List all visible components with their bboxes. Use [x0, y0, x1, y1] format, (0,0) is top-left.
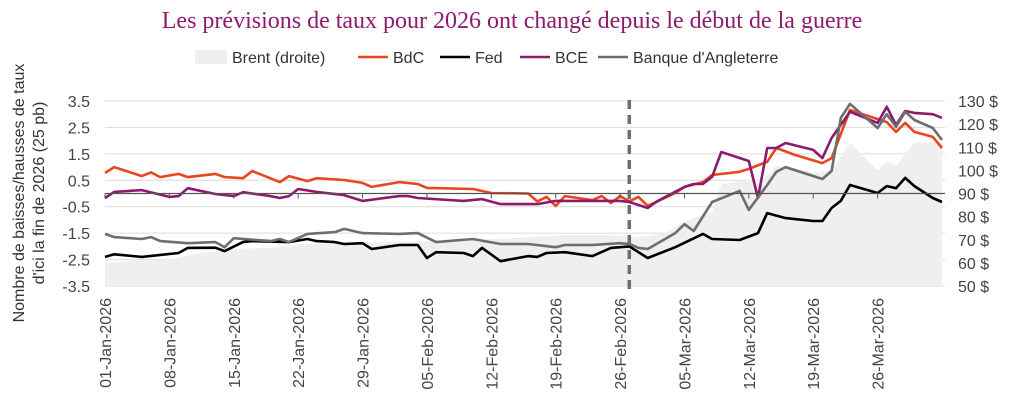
y2-tick-label: 100 $ [958, 163, 998, 180]
y-tick-label: -3.5 [62, 279, 90, 296]
brent-area-shape [105, 142, 942, 286]
x-tick-label: 08-Jan-2026 [162, 298, 179, 388]
x-tick-label: 05-Mar-2026 [677, 298, 694, 390]
x-tick-label: 12-Mar-2026 [742, 298, 759, 390]
y2-tick-label: 50 $ [958, 279, 989, 296]
y-tick-label: 3.5 [68, 94, 90, 111]
x-tick-label: 26-Feb-2026 [613, 298, 630, 390]
y-tick-label: 2.5 [68, 120, 90, 137]
legend-label: BdC [393, 50, 424, 67]
x-tick-label: 19-Mar-2026 [806, 298, 823, 390]
y-axis-label-line-2: d'ici la fin de 2026 (25 pb) [31, 102, 48, 285]
y2-tick-label: 130 $ [958, 94, 998, 111]
x-tick-label: 19-Feb-2026 [549, 298, 566, 390]
x-tick-label: 29-Jan-2026 [356, 298, 373, 388]
y-tick-label: -2.5 [62, 253, 90, 270]
series-line-bce [104, 105, 943, 210]
y2-tick-label: 60 $ [958, 256, 989, 273]
series-line-banque-d-angleterre [104, 102, 944, 251]
x-tick-label: 05-Feb-2026 [420, 298, 437, 390]
y2-tick-label: 110 $ [958, 140, 997, 157]
x-tick-label: 26-Mar-2026 [871, 298, 888, 390]
y-tick-label: -0.5 [62, 200, 90, 217]
y-tick-label: 1.5 [68, 147, 90, 164]
x-tick-label: 15-Jan-2026 [227, 298, 244, 388]
y2-tick-label: 80 $ [958, 210, 989, 227]
y-tick-label: 0.5 [68, 173, 90, 190]
series-line-bdc [104, 108, 944, 208]
x-tick-label: 01-Jan-2026 [98, 298, 115, 388]
brent-area [105, 142, 942, 286]
y2-tick-label: 70 $ [958, 233, 989, 250]
chart-title: Les prévisions de taux pour 2026 ont cha… [162, 8, 862, 34]
series-lines [104, 102, 944, 263]
legend: Brent (droite) BdC Fed BCE Banque d'Angleter… [195, 50, 778, 67]
y-tick-label: -1.5 [62, 226, 90, 243]
y-axis-label-line-1: Nombre de baisses/hausses de taux [11, 64, 28, 323]
axes: 3.5 2.5 1.5 0.5 -0.5 -1.5 -2.5 -3.5 130 $ 120 $ 11… [62, 94, 998, 390]
legend-label: BCE [555, 50, 588, 67]
y2-tick-label: 90 $ [958, 187, 989, 204]
x-tick-label: 12-Feb-2026 [484, 298, 501, 390]
legend-swatch [195, 50, 227, 64]
legend-label: Banque d'Angleterre [633, 50, 778, 67]
y2-tick-label: 120 $ [958, 117, 998, 134]
legend-label: Fed [475, 50, 503, 67]
legend-label: Brent (droite) [232, 50, 325, 67]
x-tick-label: 22-Jan-2026 [291, 298, 308, 388]
